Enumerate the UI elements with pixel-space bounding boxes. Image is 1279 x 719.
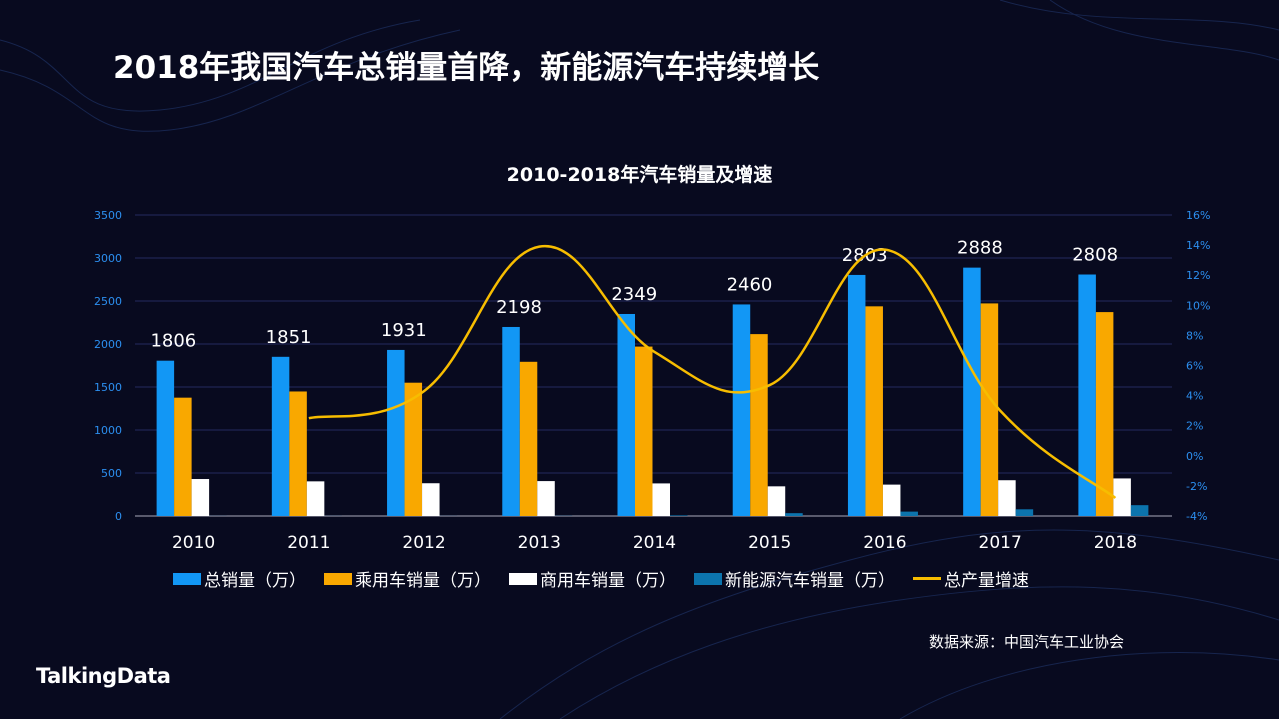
bar-passenger: [174, 397, 192, 516]
legend-swatch: [694, 572, 722, 585]
bar-total: [1078, 274, 1096, 516]
bar-nev: [1015, 509, 1034, 516]
y-left-tick-label: 1000: [94, 424, 122, 437]
bar-commercial: [998, 480, 1016, 516]
legend-item-total[interactable]: 总销量（万）: [173, 566, 306, 591]
bar-commercial: [767, 486, 786, 516]
bar-commercial: [1113, 478, 1131, 516]
y-right-tick-label: -2%: [1186, 480, 1207, 493]
data-label: 2808: [1072, 245, 1118, 266]
x-tick-label: 2018: [1094, 533, 1137, 553]
y-right-tick-label: 10%: [1186, 299, 1210, 312]
y-right-tick-label: 6%: [1186, 360, 1203, 373]
legend-label: 新能源汽车销量（万）: [725, 571, 895, 591]
bar-passenger: [865, 306, 883, 516]
legend-item-passenger[interactable]: 乘用车销量（万）: [324, 566, 491, 591]
bar-passenger: [980, 303, 999, 516]
legend-swatch: [913, 577, 941, 580]
legend-swatch: [173, 572, 201, 585]
bar-commercial: [882, 484, 901, 516]
data-label: 1931: [381, 320, 427, 341]
legend-item-commercial[interactable]: 商用车销量（万）: [509, 566, 676, 591]
x-tick-label: 2014: [633, 533, 676, 553]
y-left-tick-label: 3500: [94, 209, 122, 222]
data-label: 1851: [266, 327, 312, 348]
logo: TalkingData: [36, 664, 171, 688]
y-right-tick-label: 4%: [1186, 390, 1203, 403]
bar-commercial: [191, 479, 210, 516]
bar-passenger: [289, 391, 307, 516]
bar-commercial: [306, 481, 325, 516]
x-tick-label: 2016: [863, 533, 906, 553]
data-label: 2349: [611, 284, 657, 305]
legend: 总销量（万） 乘用车销量（万） 商用车销量（万） 新能源汽车销量（万） 总产量增…: [173, 566, 1029, 591]
x-tick-label: 2017: [979, 533, 1022, 553]
y-left-tick-label: 500: [101, 467, 122, 480]
bar-total: [617, 313, 635, 516]
legend-label: 商用车销量（万）: [540, 571, 676, 591]
x-tick-label: 2011: [287, 533, 330, 553]
data-label: 2888: [957, 238, 1003, 259]
y-right-tick-label: 12%: [1186, 269, 1210, 282]
growth-line: [308, 245, 1117, 499]
bar-commercial: [652, 483, 670, 516]
y-right-tick-label: -4%: [1186, 510, 1207, 523]
x-tick-label: 2015: [748, 533, 791, 553]
bar-commercial: [422, 483, 440, 516]
bar-passenger: [635, 346, 653, 516]
bar-passenger: [750, 334, 768, 516]
bar-total: [271, 356, 290, 516]
y-right-tick-label: 16%: [1186, 209, 1210, 222]
y-right-tick-label: 8%: [1186, 329, 1203, 342]
bar-total: [156, 360, 175, 516]
bar-total: [847, 274, 866, 516]
x-tick-label: 2010: [172, 533, 215, 553]
y-left-tick-label: 1500: [94, 381, 122, 394]
y-left-tick-label: 2500: [94, 295, 122, 308]
legend-swatch: [509, 572, 537, 585]
bar-total: [963, 267, 981, 516]
bar-total: [387, 349, 405, 516]
legend-label: 乘用车销量（万）: [355, 571, 491, 591]
y-left-tick-label: 2000: [94, 338, 122, 351]
bar-passenger: [1095, 312, 1114, 516]
legend-label: 总产量增速: [944, 571, 1029, 591]
bar-nev: [670, 515, 688, 516]
data-label: 1806: [150, 331, 196, 352]
y-right-tick-label: 14%: [1186, 239, 1210, 252]
bar-nev: [900, 511, 918, 516]
bar-nev: [785, 513, 803, 516]
legend-label: 总销量（万）: [204, 571, 306, 591]
data-label: 2460: [727, 274, 773, 295]
y-right-tick-label: 0%: [1186, 450, 1203, 463]
legend-item-nev[interactable]: 新能源汽车销量（万）: [694, 566, 895, 591]
bar-total: [502, 326, 520, 516]
y-right-tick-label: 2%: [1186, 420, 1203, 433]
y-left-tick-label: 0: [115, 510, 122, 523]
data-source: 数据来源：中国汽车工业协会: [928, 633, 1124, 651]
bar-nev: [1130, 505, 1149, 516]
y-left-tick-label: 3000: [94, 252, 122, 265]
page-title: 2018年我国汽车总销量首降，新能源汽车持续增长: [113, 50, 820, 86]
x-tick-label: 2012: [402, 533, 445, 553]
bar-passenger: [404, 382, 423, 516]
bar-passenger: [519, 361, 538, 516]
bar-commercial: [537, 481, 555, 516]
legend-item-growth[interactable]: 总产量增速: [913, 566, 1029, 591]
legend-swatch: [324, 572, 352, 585]
chart-title: 2010-2018年汽车销量及增速: [506, 164, 773, 186]
x-tick-label: 2013: [518, 533, 561, 553]
bar-total: [732, 304, 751, 516]
data-label: 2198: [496, 297, 542, 318]
